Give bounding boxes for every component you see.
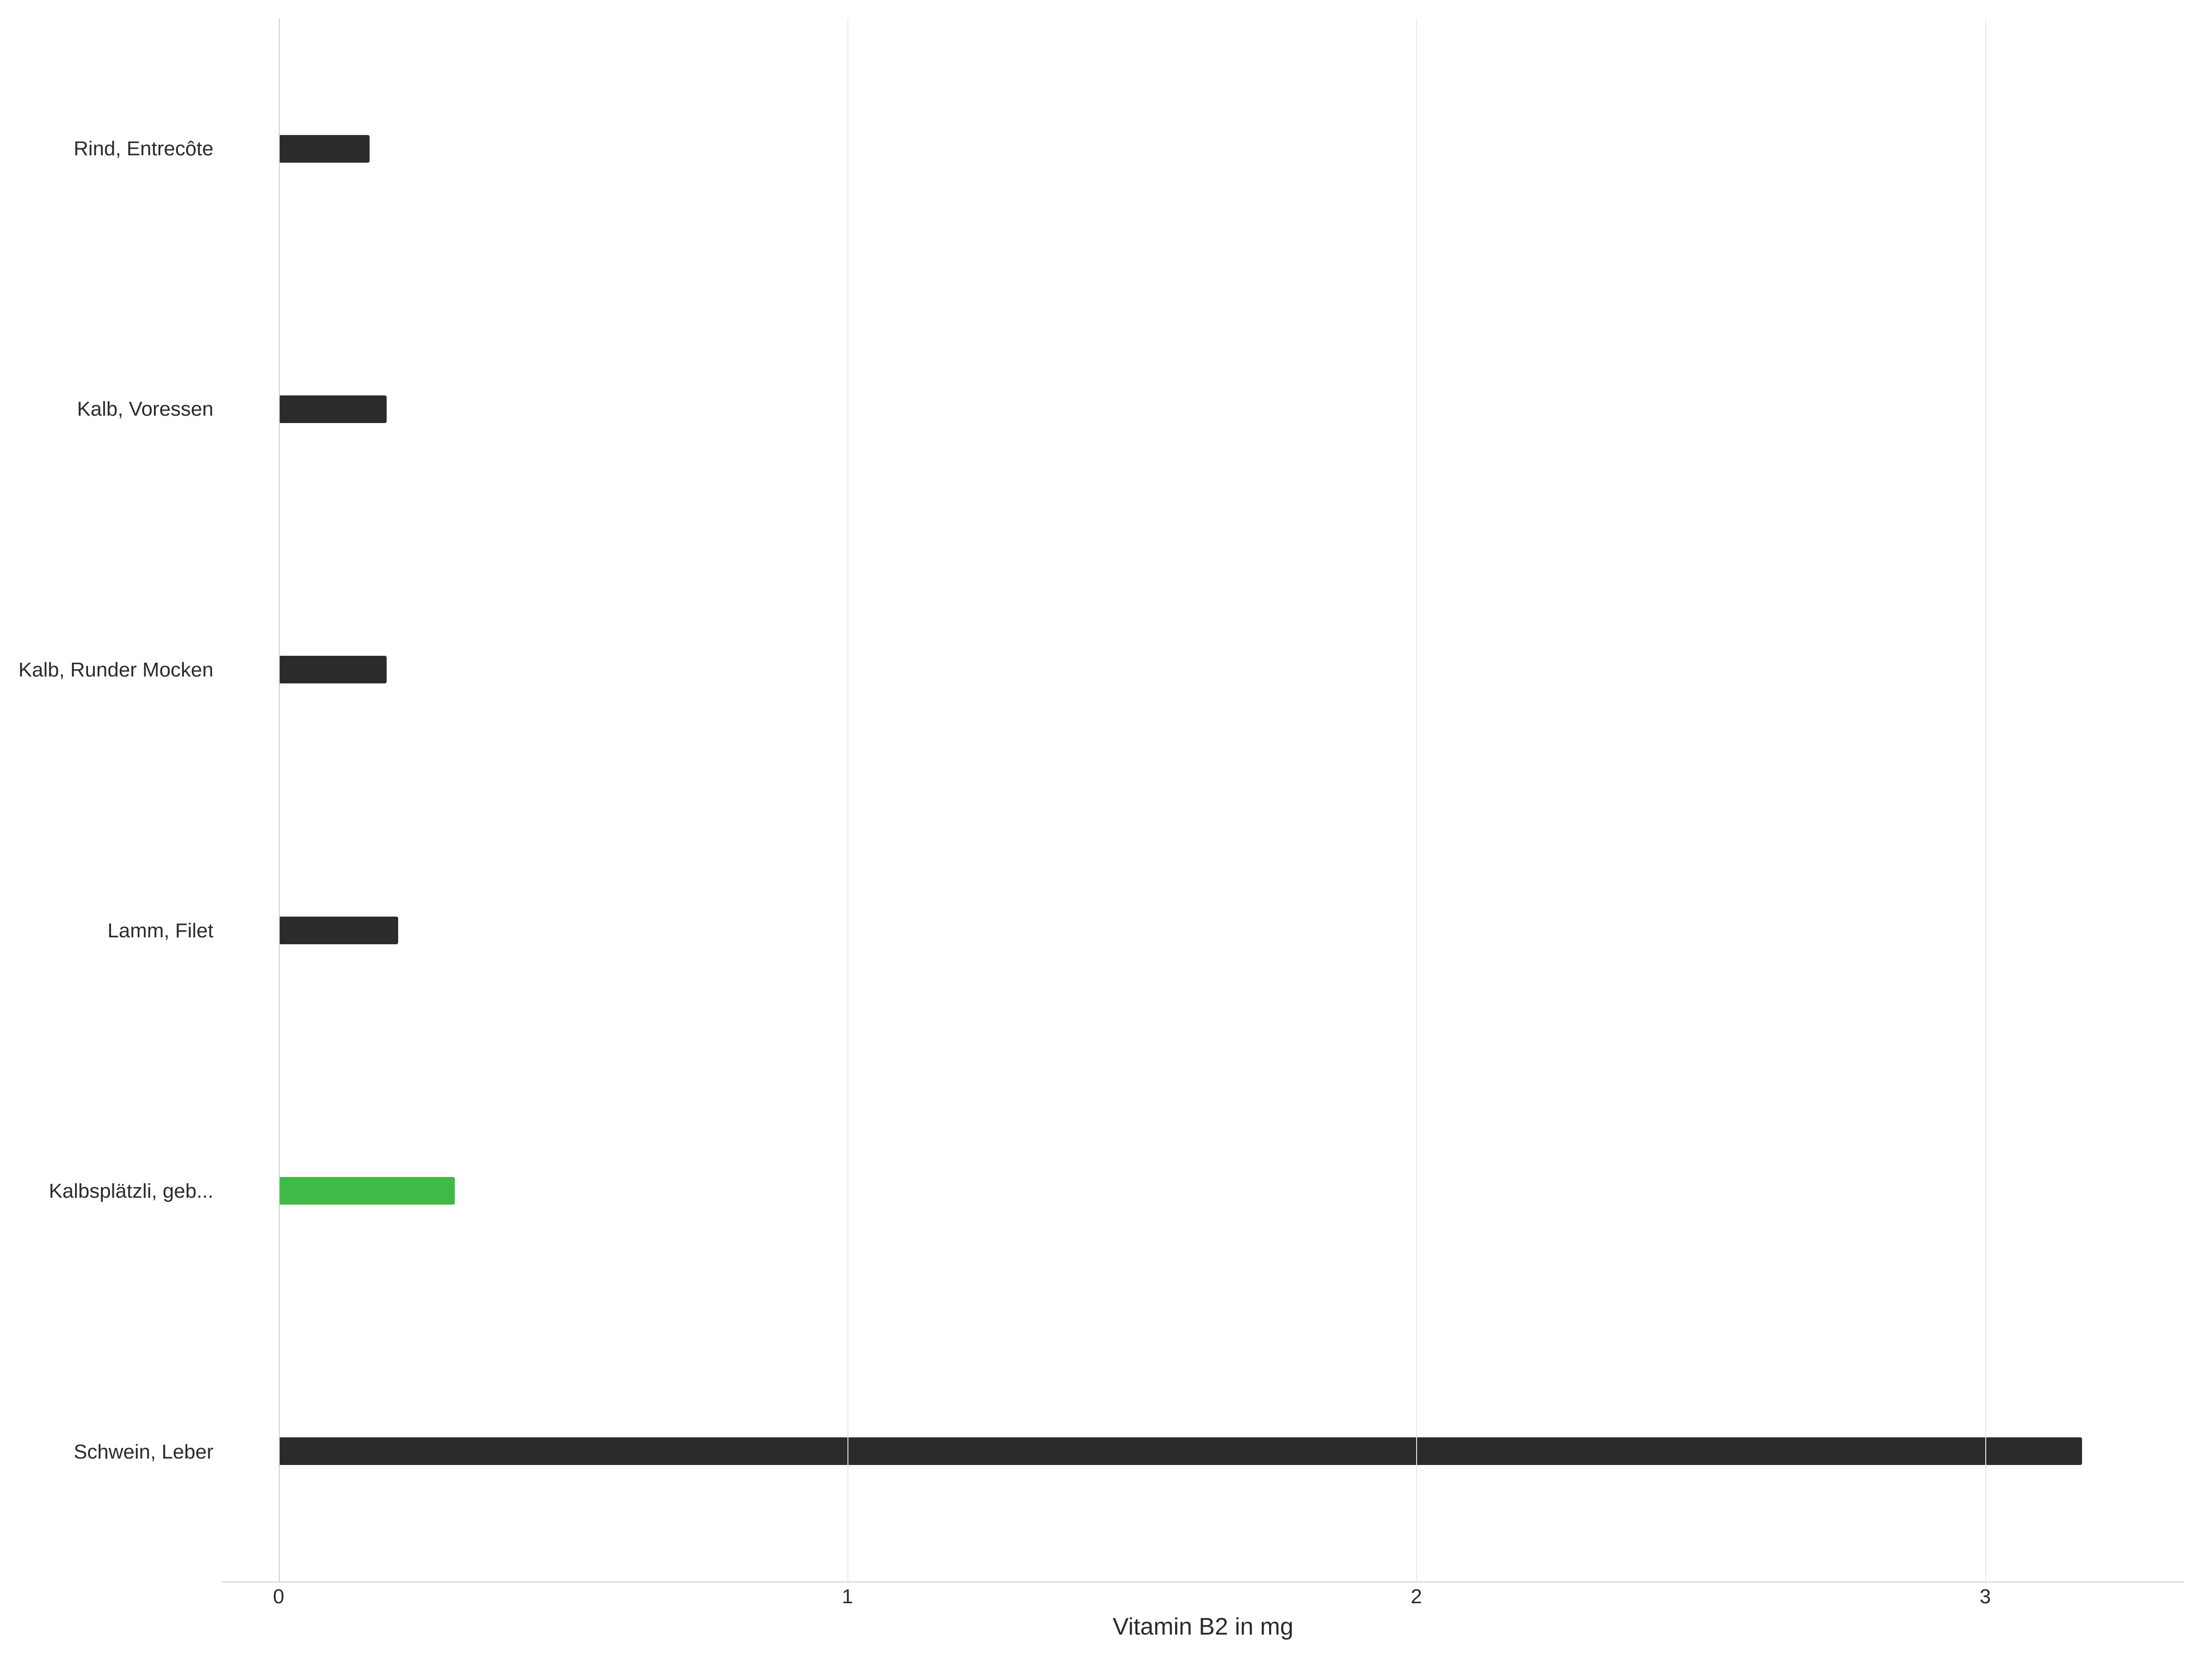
x-axis-tick-label: 2 (1411, 1585, 1422, 1608)
x-axis-tick-label: 3 (1980, 1585, 1991, 1608)
bar (279, 656, 387, 683)
bar (279, 1437, 2082, 1465)
vitamin-b2-bar-chart: Rind, Entrecôte Kalb, Voressen Kalb, Runde… (0, 0, 2212, 1659)
bar (279, 395, 387, 423)
x-axis-ticks: 0 1 2 3 (222, 1583, 2184, 1610)
grid-line (847, 18, 848, 1582)
y-axis-label: Lamm, Filet (107, 921, 213, 941)
bar (279, 135, 370, 163)
bar (279, 917, 398, 944)
x-title-row: Rind, EntrecôteKalb, VoressenKalb, Runde… (18, 1610, 2184, 1641)
y-axis-label: Kalbsplätzli, geb... (49, 1181, 213, 1201)
y-axis-label: Kalb, Runder Mocken (18, 660, 213, 680)
plot-area (222, 18, 2184, 1583)
bars-container (222, 18, 2184, 1582)
y-axis-label: Rind, Entrecôte (74, 139, 213, 159)
x-axis-title: Vitamin B2 in mg (222, 1610, 2184, 1641)
plot-row: Rind, Entrecôte Kalb, Voressen Kalb, Runde… (18, 18, 2184, 1583)
grid-line (1416, 18, 1417, 1582)
grid-line (279, 18, 280, 1582)
grid-line (1985, 18, 1986, 1582)
bar (279, 1177, 455, 1205)
y-axis-label: Schwein, Leber (74, 1442, 213, 1462)
x-axis-tick-label: 1 (842, 1585, 853, 1608)
x-axis-row: Rind, EntrecôteKalb, VoressenKalb, Runde… (18, 1583, 2184, 1610)
y-axis-labels: Rind, Entrecôte Kalb, Voressen Kalb, Runde… (18, 18, 222, 1583)
y-axis-label: Kalb, Voressen (77, 399, 213, 419)
x-axis-tick-label: 0 (273, 1585, 284, 1608)
